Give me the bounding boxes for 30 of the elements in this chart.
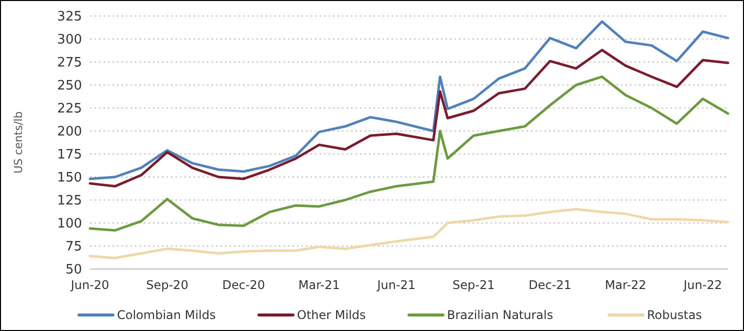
y-tick-label: 125 (57, 194, 82, 209)
legend-label: Other Milds (297, 308, 366, 322)
legend-label: Brazilian Naturals (447, 308, 554, 322)
x-tick-label: Dec-21 (528, 278, 572, 292)
line-series (88, 75, 730, 232)
x-tick-label: Mar-21 (298, 278, 340, 292)
y-tick-label: 75 (65, 240, 82, 255)
y-tick-label: 250 (57, 78, 82, 94)
y-tick-label: 325 (57, 10, 82, 25)
y-tick-label: 150 (57, 170, 82, 186)
line-series (88, 20, 730, 180)
legend-label: Colombian Milds (117, 308, 216, 322)
legend-label: Robustas (647, 308, 702, 322)
y-tick-label: 275 (57, 56, 82, 71)
x-tick-label: Dec-20 (222, 278, 266, 292)
x-tick-label: Jun-22 (682, 278, 722, 292)
x-tick-label: Mar-22 (604, 278, 646, 292)
x-tick-label: Sep-21 (452, 278, 495, 292)
x-tick-label: Sep-20 (146, 278, 188, 292)
y-tick-label: 300 (57, 32, 82, 48)
y-tick-label: 50 (65, 262, 82, 278)
x-tick-label: Jun-21 (376, 278, 416, 292)
y-axis-title: US cents/lb (12, 111, 25, 174)
y-tick-label: 100 (57, 216, 82, 232)
line-series (88, 208, 730, 260)
y-tick-label: 225 (57, 102, 82, 117)
line-series (88, 48, 730, 188)
x-tick-label: Jun-20 (70, 278, 110, 292)
y-tick-label: 175 (57, 148, 82, 163)
y-tick-label: 200 (57, 124, 82, 140)
